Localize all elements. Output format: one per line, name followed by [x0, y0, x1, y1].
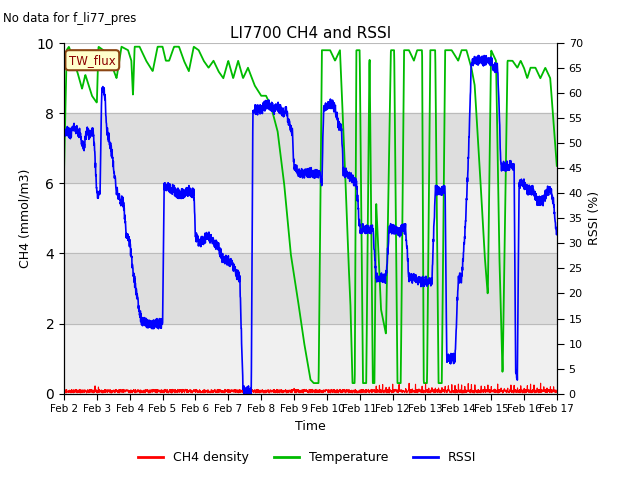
Bar [64, 253, 557, 324]
Bar [64, 324, 557, 394]
Bar [64, 113, 557, 183]
Legend: CH4 density, Temperature, RSSI: CH4 density, Temperature, RSSI [133, 446, 481, 469]
Text: TW_flux: TW_flux [69, 54, 116, 67]
X-axis label: Time: Time [295, 420, 326, 432]
Title: LI7700 CH4 and RSSI: LI7700 CH4 and RSSI [230, 25, 391, 41]
Bar [64, 183, 557, 253]
Y-axis label: CH4 (mmol/m3): CH4 (mmol/m3) [18, 168, 31, 268]
Text: No data for f_li77_pres: No data for f_li77_pres [3, 12, 136, 25]
Y-axis label: RSSI (%): RSSI (%) [588, 192, 602, 245]
